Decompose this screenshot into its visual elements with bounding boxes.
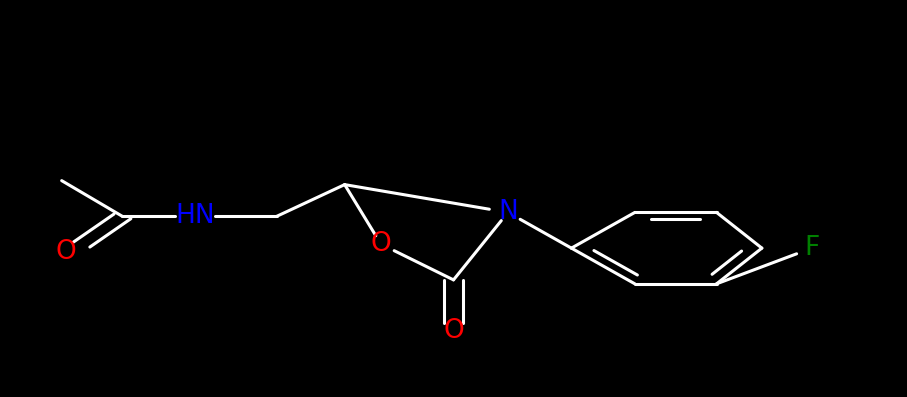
Text: O: O (444, 318, 463, 345)
Text: HN: HN (175, 203, 215, 229)
Text: O: O (56, 239, 76, 265)
Text: O: O (371, 231, 391, 257)
Text: N: N (498, 199, 518, 225)
Text: F: F (805, 235, 819, 261)
